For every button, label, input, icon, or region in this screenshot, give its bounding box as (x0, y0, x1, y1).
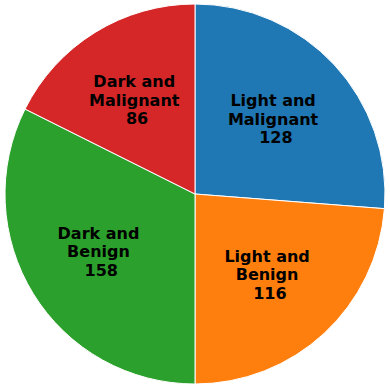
slice (195, 4, 385, 209)
slice (195, 194, 384, 384)
slice-label-line: Light and (230, 91, 321, 110)
slice-label-line: Light and (224, 247, 315, 266)
pie: Light and Malignant 128 Light and Benign … (5, 4, 385, 384)
slice-label: Dark and Malignant 86 (89, 72, 185, 128)
slice-label-line: Benign (67, 242, 135, 261)
chart: Light and Malignant 128 Light and Benign … (0, 0, 390, 388)
slice-labels: Light and Malignant 128 Light and Benign … (58, 72, 324, 302)
slice-label-line: 86 (126, 109, 148, 128)
slice-label-line: 116 (253, 284, 286, 303)
slice-label-line: Dark and (93, 72, 180, 91)
slice-label: Light and Benign 116 (224, 247, 315, 303)
slice (25, 4, 195, 194)
slice-label-line: Benign (236, 265, 304, 284)
slices (5, 4, 385, 384)
slice-label-line: Malignant (228, 110, 324, 129)
slice-label-line: Dark and (58, 224, 145, 243)
slice-label-line: 158 (85, 261, 118, 280)
slice-label-line: Malignant (89, 91, 185, 110)
slice-label-line: 128 (259, 128, 292, 147)
slice-label: Light and Malignant 128 (228, 91, 324, 147)
slice-label: Dark and Benign 158 (58, 224, 145, 280)
